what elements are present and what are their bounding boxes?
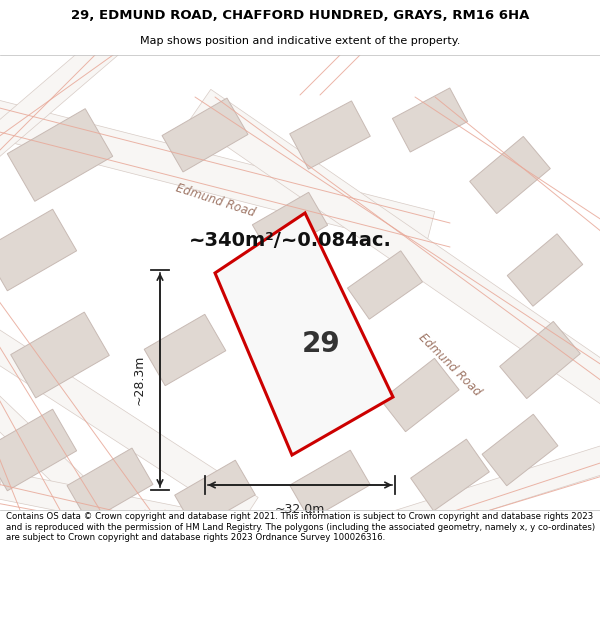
Polygon shape (7, 109, 113, 201)
Polygon shape (253, 192, 328, 258)
Polygon shape (0, 386, 109, 519)
Polygon shape (215, 213, 393, 455)
Polygon shape (482, 414, 558, 486)
Polygon shape (0, 409, 77, 491)
Polygon shape (162, 98, 248, 172)
Text: ~340m²/~0.084ac.: ~340m²/~0.084ac. (188, 231, 391, 249)
Polygon shape (67, 448, 153, 522)
Polygon shape (296, 432, 600, 568)
Polygon shape (11, 312, 109, 398)
Text: Edmund Road: Edmund Road (416, 331, 484, 399)
Text: ~28.3m: ~28.3m (133, 355, 146, 405)
Polygon shape (470, 136, 550, 214)
Text: Edmund Road: Edmund Road (173, 181, 256, 219)
Polygon shape (189, 89, 600, 431)
Text: Map shows position and indicative extent of the property.: Map shows position and indicative extent… (140, 36, 460, 46)
Text: ~32.0m: ~32.0m (275, 503, 325, 516)
Polygon shape (381, 358, 459, 432)
Polygon shape (290, 101, 370, 169)
Polygon shape (175, 460, 256, 530)
Polygon shape (347, 251, 422, 319)
Polygon shape (507, 234, 583, 306)
Text: Contains OS data © Crown copyright and database right 2021. This information is : Contains OS data © Crown copyright and d… (6, 512, 595, 542)
Polygon shape (0, 471, 353, 569)
Polygon shape (0, 322, 258, 522)
Polygon shape (144, 314, 226, 386)
Polygon shape (410, 439, 490, 511)
Polygon shape (500, 321, 580, 399)
Polygon shape (392, 88, 467, 152)
Text: 29, EDMUND ROAD, CHAFFORD HUNDRED, GRAYS, RM16 6HA: 29, EDMUND ROAD, CHAFFORD HUNDRED, GRAYS… (71, 9, 529, 22)
Polygon shape (290, 450, 370, 520)
Polygon shape (0, 24, 129, 166)
Polygon shape (0, 209, 77, 291)
Polygon shape (0, 97, 435, 248)
Text: 29: 29 (302, 331, 341, 359)
